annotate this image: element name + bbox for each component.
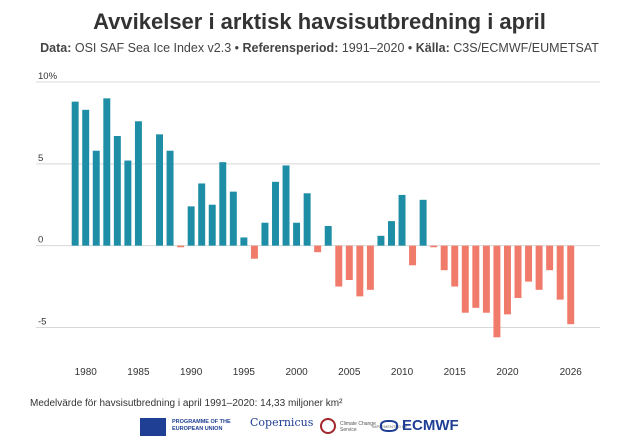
subtitle-ref-value: 1991–2020 •: [338, 41, 416, 55]
bar-1991: [198, 183, 206, 246]
subtitle-source-label: Källa:: [415, 41, 450, 55]
bar-2009: [388, 221, 395, 246]
bar-1982: [103, 98, 111, 246]
y-tick-labels: 10% 5 0 -5: [38, 71, 58, 327]
bar-1993: [219, 162, 227, 246]
bar-2014: [440, 245, 448, 271]
bar-2003: [324, 226, 332, 246]
bar-1979: [71, 101, 79, 246]
bar-1996: [250, 245, 258, 259]
bar-2016: [461, 245, 469, 313]
subtitle-ref-label: Referensperiod:: [242, 41, 339, 55]
bar-1998: [272, 181, 279, 246]
x-tick-label-1980: 1980: [75, 367, 98, 378]
bar-2025: [556, 245, 564, 300]
x-tick-labels: 1980 1985 1990 1995 2000 2005 2010 2015 2020 2026: [75, 367, 583, 378]
chart-title: Avvikelser i arktisk havsisutbredning i …: [93, 9, 546, 34]
c3s-logo: Climate Change Service: [320, 418, 380, 438]
x-tick-label-2010: 2010: [391, 367, 414, 378]
bar-2007: [366, 245, 374, 290]
ecmwf-logo: ECMWF: [380, 417, 459, 434]
x-tick-label-2000: 2000: [285, 367, 308, 378]
x-tick-label-1990: 1990: [180, 367, 203, 378]
x-tick-label-1995: 1995: [233, 367, 256, 378]
bar-1987: [156, 134, 163, 246]
bar-1988: [166, 150, 174, 246]
bar-2015: [451, 245, 459, 287]
bar-2017: [472, 245, 480, 308]
bar-1997: [261, 222, 269, 246]
bar-2018: [482, 245, 490, 313]
bar-2001: [303, 193, 311, 246]
eu-flag-icon: [140, 418, 166, 436]
bar-2021: [514, 245, 522, 298]
bar-1990: [187, 206, 195, 246]
bar-2026: [567, 245, 575, 325]
bar-1989: [177, 245, 185, 248]
bar-2010: [398, 194, 406, 246]
subtitle-data-value: OSI SAF Sea Ice Index v2.3 •: [71, 41, 243, 55]
bar-1980: [82, 109, 90, 246]
c3s-text: Climate Change Service: [340, 421, 376, 433]
ecmwf-text: ECMWF: [402, 417, 459, 434]
bar-2000: [293, 222, 301, 246]
x-tick-label-1985: 1985: [127, 367, 150, 378]
bar-1995: [240, 237, 248, 246]
bar-2005: [345, 245, 353, 280]
y-tick-label: -5: [38, 316, 46, 327]
bar-2020: [503, 245, 511, 315]
implemented-by-text: IMPLEMENTED BY: [372, 424, 408, 429]
reference-mean-footnote: Medelvärde för havsisutbredning i april …: [30, 398, 343, 409]
bar-2013: [430, 245, 438, 248]
bar-2006: [356, 245, 364, 297]
bar-1981: [92, 150, 100, 246]
y-tick-label: 10%: [38, 71, 58, 82]
bar-2023: [535, 245, 543, 290]
x-tick-label-2026: 2026: [560, 367, 583, 378]
bars: [71, 98, 575, 338]
x-tick-label-2020: 2020: [496, 367, 519, 378]
subtitle-source-value: C3S/ECMWF/EUMETSAT: [449, 41, 599, 55]
bar-1984: [124, 160, 132, 246]
copernicus-logo: Copernicus: [250, 416, 314, 429]
x-tick-label-2005: 2005: [338, 367, 361, 378]
bar-2024: [546, 245, 554, 271]
bar-2004: [335, 245, 343, 287]
c3s-ring-icon: [320, 418, 336, 434]
bar-2002: [314, 245, 322, 253]
bar-1983: [113, 136, 121, 246]
bar-1994: [229, 191, 237, 246]
bar-2011: [409, 245, 417, 266]
subtitle-data-label: Data:: [40, 41, 72, 55]
bar-1999: [282, 165, 290, 246]
y-tick-label: 5: [38, 153, 43, 164]
chart-subtitle: Data: OSI SAF Sea Ice Index v2.3 • Refer…: [0, 41, 639, 55]
bar-2012: [419, 199, 427, 246]
ecmwf-mark-icon: [380, 420, 398, 432]
bar-2022: [525, 245, 533, 282]
bar-2008: [377, 235, 385, 246]
bar-1985: [134, 121, 142, 246]
bar-2019: [493, 245, 501, 338]
x-tick-label-2015: 2015: [444, 367, 467, 378]
y-tick-label: 0: [38, 235, 43, 246]
eu-programme-text: PROGRAMME OF THE EUROPEAN UNION: [172, 419, 231, 432]
bar-1992: [208, 204, 216, 246]
logo-strip: PROGRAMME OF THE EUROPEAN UNION Copernic…: [140, 416, 540, 442]
